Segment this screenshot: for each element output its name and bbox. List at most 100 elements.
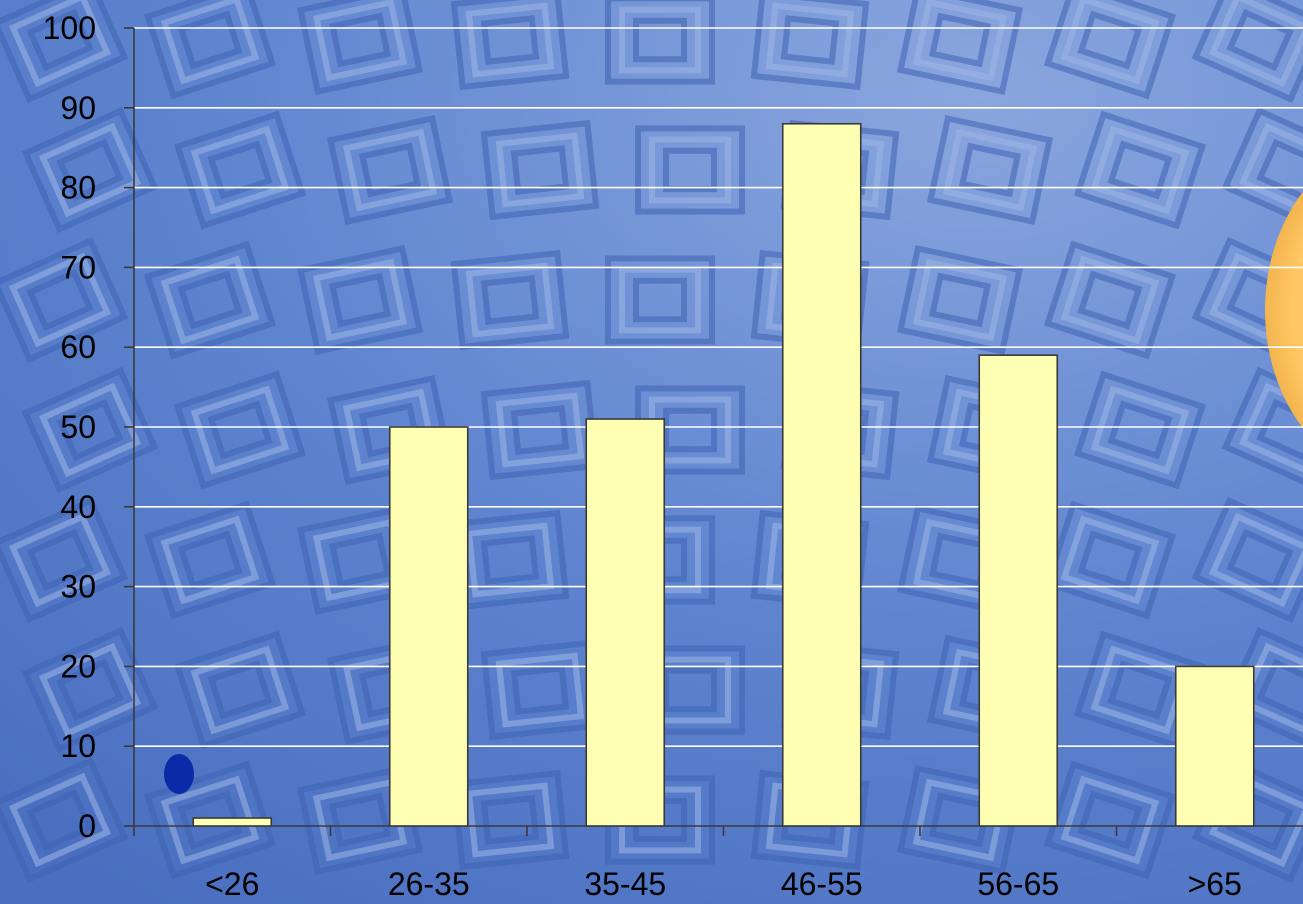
coffer-shape — [328, 532, 392, 588]
y-tick-label: 70 — [60, 249, 96, 285]
coffer-shape — [495, 132, 585, 208]
coffer-shape — [480, 535, 540, 585]
coffer-shape — [312, 258, 408, 342]
coffer-shape — [510, 145, 570, 195]
coffer-shape — [1208, 0, 1303, 88]
coffer-shape — [177, 790, 243, 850]
coffer-shape — [358, 142, 422, 198]
coffer-shape — [912, 258, 1008, 342]
coffer-shape — [1043, 240, 1177, 360]
coffer-shape — [480, 795, 540, 845]
coffer-shape — [21, 106, 159, 234]
coffer-shape — [0, 756, 129, 884]
coffer-shape — [495, 652, 585, 728]
coffer-shape — [1191, 0, 1303, 104]
coffer-shape — [1238, 642, 1303, 738]
coffer-shape — [143, 500, 277, 620]
coffer-shape — [56, 138, 124, 202]
coffer-shape — [1191, 496, 1303, 624]
coffer-shape — [465, 2, 555, 78]
coffer-shape — [21, 366, 159, 494]
coffer-shape — [1060, 255, 1160, 345]
coffer-shape — [1077, 270, 1143, 330]
coffer-shape — [143, 0, 277, 100]
coffer-shape — [663, 667, 717, 713]
coffer-shape — [328, 792, 392, 848]
coffer-shape — [1226, 8, 1294, 72]
coffer-shape — [1090, 385, 1190, 475]
coffer-shape — [633, 17, 687, 63]
coffer-shape — [8, 772, 112, 868]
coffer-shape — [1221, 366, 1303, 494]
x-tick-label: 46-55 — [781, 866, 863, 902]
x-tick-label: 56-65 — [977, 866, 1059, 902]
coffer-shape — [328, 272, 392, 328]
bar->65 — [1174, 665, 1255, 827]
coffer-shape — [26, 528, 94, 592]
coffer-shape — [38, 642, 142, 738]
coffer-shape — [1073, 110, 1207, 230]
coffer-shape — [8, 512, 112, 608]
coffer-shape — [633, 277, 687, 323]
coffer-shape — [0, 0, 129, 104]
coffer-shape — [26, 8, 94, 72]
y-tick-label: 90 — [60, 90, 96, 126]
coffer-shape — [1221, 106, 1303, 234]
coffer-shape — [750, 0, 870, 91]
y-tick-label: 20 — [60, 648, 96, 684]
coffer-shape — [450, 249, 570, 351]
coffer-shape — [1256, 658, 1303, 722]
y-tick-label: 80 — [60, 170, 96, 206]
y-tick-label: 10 — [60, 728, 96, 764]
coffer-shape — [38, 382, 142, 478]
y-tick-labels: 0 10 20 30 40 50 60 70 80 90 100 — [43, 10, 96, 844]
coffer-shape — [480, 119, 600, 221]
coffer-shape — [1090, 125, 1190, 215]
y-tick-label: 0 — [78, 808, 96, 844]
coffer-shape — [160, 515, 260, 605]
coffer-shape — [1077, 10, 1143, 70]
coffer-shape — [605, 0, 715, 85]
coffer-shape — [649, 136, 731, 204]
coffer-shape — [190, 385, 290, 475]
coffer-shape — [1043, 500, 1177, 620]
coffer-shape — [328, 12, 392, 68]
coffer-shape — [326, 114, 454, 226]
coffer-shape — [296, 0, 424, 96]
coffer-shape — [465, 522, 555, 598]
coffer-shape — [173, 110, 307, 230]
coffer-shape — [296, 244, 424, 356]
coffer-shape — [896, 764, 1024, 876]
axes — [124, 27, 1303, 836]
x-tick-label: >65 — [1188, 866, 1242, 902]
coffer-shape — [1073, 370, 1207, 490]
coffer-shape — [56, 658, 124, 722]
y-tick-label: 60 — [60, 329, 96, 365]
coffer-shape — [480, 15, 540, 65]
coffer-shape — [465, 782, 555, 858]
coffer-shape — [896, 244, 1024, 356]
bars — [192, 122, 1255, 827]
coffer-shape — [510, 665, 570, 715]
coffer-shape — [207, 660, 273, 720]
x-tick-label: 26-35 — [388, 866, 470, 902]
coffer-shape — [1060, 775, 1160, 865]
bar-56-65 — [978, 354, 1059, 827]
x-tick-labels: <26 26-35 35-45 46-55 56-65 >65 — [205, 866, 1242, 902]
coffer-shape — [173, 370, 307, 490]
coffer-shape — [635, 125, 745, 215]
coffer-shape — [143, 760, 277, 880]
x-tick-label: <26 — [205, 866, 259, 902]
coffer-shape — [663, 147, 717, 193]
coffer-shape — [896, 0, 1024, 96]
coffer-shape — [160, 775, 260, 865]
coffer-shape — [1060, 515, 1160, 605]
coffer-shape — [663, 407, 717, 453]
coffer-shape — [26, 268, 94, 332]
coffer-shape — [1208, 512, 1303, 608]
coffer-shape — [0, 236, 129, 364]
coffer-shape — [495, 392, 585, 468]
coffer-shape — [177, 270, 243, 330]
coffer-shape — [177, 530, 243, 590]
coffer-shape — [1077, 790, 1143, 850]
